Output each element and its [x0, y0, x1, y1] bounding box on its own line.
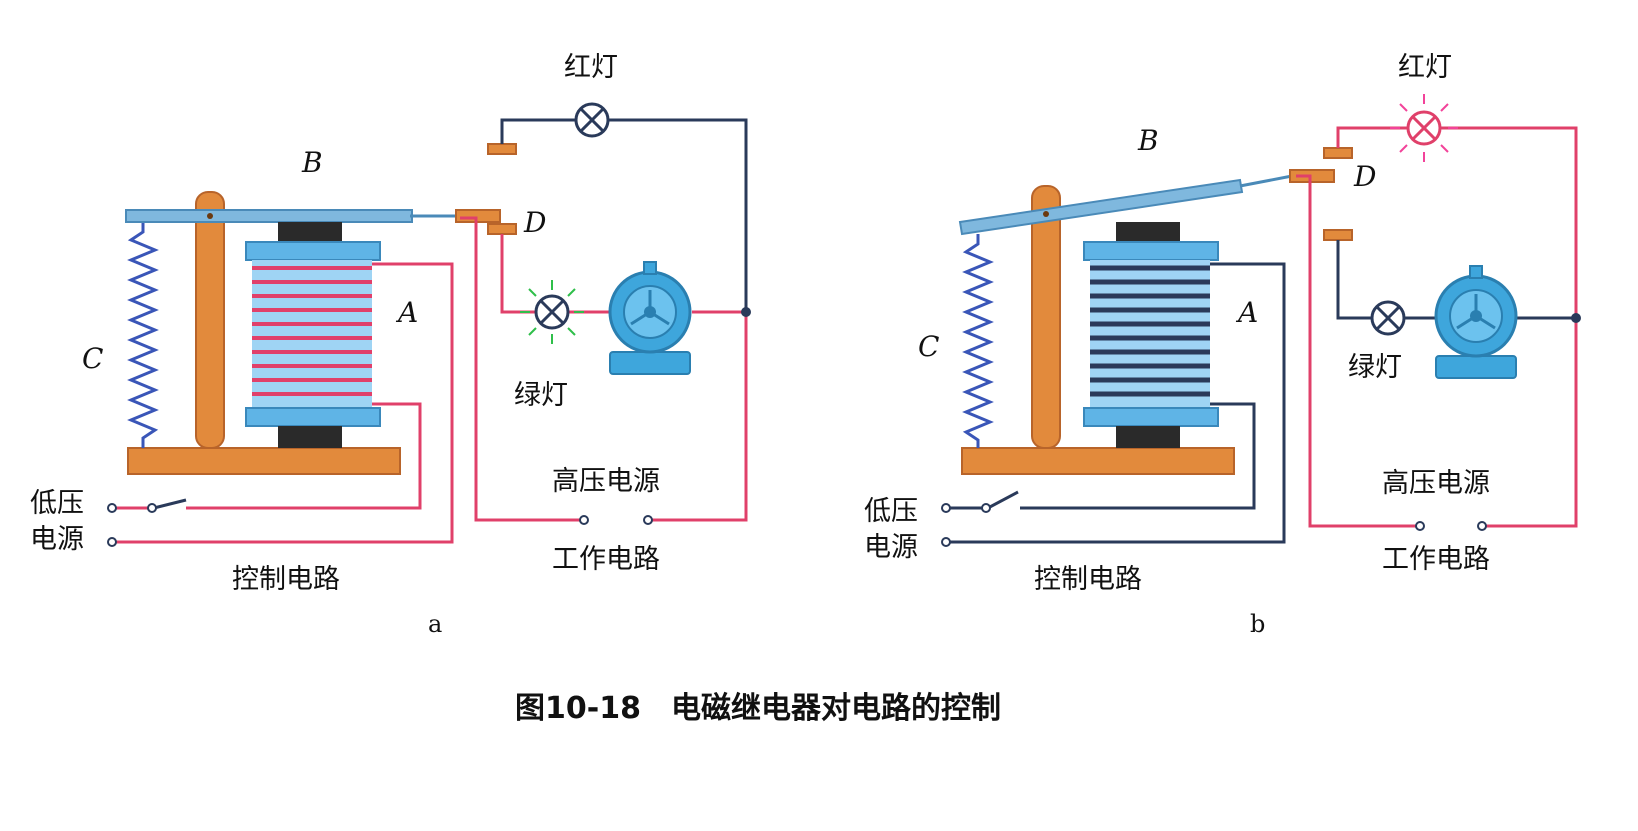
coil-windings-a	[252, 266, 372, 396]
label-a-a: A	[395, 296, 418, 329]
motor-a	[608, 261, 692, 375]
core-top-a	[278, 222, 342, 242]
panel-b: B C A D 红灯 绿灯 低压 电源 高压电源 控制电路 工作电路 b	[864, 52, 1581, 638]
coil-body-a	[252, 260, 372, 408]
red-lamp-a	[574, 102, 610, 138]
high-voltage-label-a: 高压电源	[552, 466, 660, 497]
panel-a: B C A D 红灯 绿灯 低压 电源 高压电源 控制电路 工作电路 a	[30, 52, 751, 638]
sublabel-a: a	[428, 610, 442, 638]
red-lamp-label-a: 红灯	[564, 52, 618, 83]
low-voltage-label-2-b: 电源	[864, 532, 918, 563]
coil-flange-top-b	[1083, 241, 1219, 261]
motor-b	[1434, 265, 1518, 379]
switch-a	[153, 498, 187, 510]
green-lamp-label-b: 绿灯	[1348, 352, 1402, 383]
core-top-b	[1116, 222, 1180, 242]
relay-post-b	[1031, 185, 1061, 449]
sublabel-b: b	[1250, 610, 1265, 638]
green-lamp-b	[1370, 300, 1406, 336]
contact-top-a	[487, 143, 517, 155]
label-c-b: C	[918, 330, 939, 363]
coil-windings-b	[1090, 265, 1210, 397]
core-bottom-b	[1116, 426, 1180, 448]
work-circuit-label-a: 工作电路	[552, 544, 660, 575]
control-circuit-label-b: 控制电路	[1034, 564, 1142, 595]
control-circuit-label-a: 控制电路	[232, 564, 340, 595]
low-voltage-label-1-b: 低压	[864, 496, 918, 527]
contact-top-b	[1323, 147, 1353, 159]
green-lamp-label-a: 绿灯	[514, 380, 568, 411]
spring-b	[962, 234, 994, 448]
label-d-a: D	[523, 206, 546, 239]
red-lamp-label-b: 红灯	[1398, 52, 1452, 83]
switch-b	[987, 490, 1019, 510]
high-voltage-label-b: 高压电源	[1382, 468, 1490, 499]
work-circuit-label-b: 工作电路	[1382, 544, 1490, 575]
contact-bottom-a	[487, 223, 517, 235]
contact-movable-a	[455, 209, 501, 223]
relay-post-a	[195, 191, 225, 449]
label-d-b: D	[1353, 160, 1376, 193]
core-bottom-a	[278, 426, 342, 448]
low-voltage-label-2-a: 电源	[30, 524, 84, 555]
relay-base-a	[127, 447, 401, 475]
coil-flange-bottom-b	[1083, 407, 1219, 427]
contact-bottom-b	[1323, 229, 1353, 241]
coil-flange-bottom-a	[245, 407, 381, 427]
coil-flange-top-a	[245, 241, 381, 261]
relay-base-b	[961, 447, 1235, 475]
label-b-a: B	[301, 146, 323, 179]
low-voltage-label-1-a: 低压	[30, 488, 84, 519]
figure-caption: 图10-18 电磁继电器对电路的控制	[515, 691, 1001, 726]
armature-b	[958, 178, 1244, 236]
contact-movable-b	[1289, 169, 1335, 183]
spring-a	[127, 222, 159, 448]
green-lamp-a	[520, 280, 584, 344]
red-lamp-b	[1390, 94, 1458, 162]
coil-body-b	[1090, 260, 1210, 408]
label-b-b: B	[1137, 124, 1159, 157]
label-c-a: C	[82, 342, 103, 375]
label-a-b: A	[1235, 296, 1258, 329]
armature-a	[125, 209, 413, 223]
